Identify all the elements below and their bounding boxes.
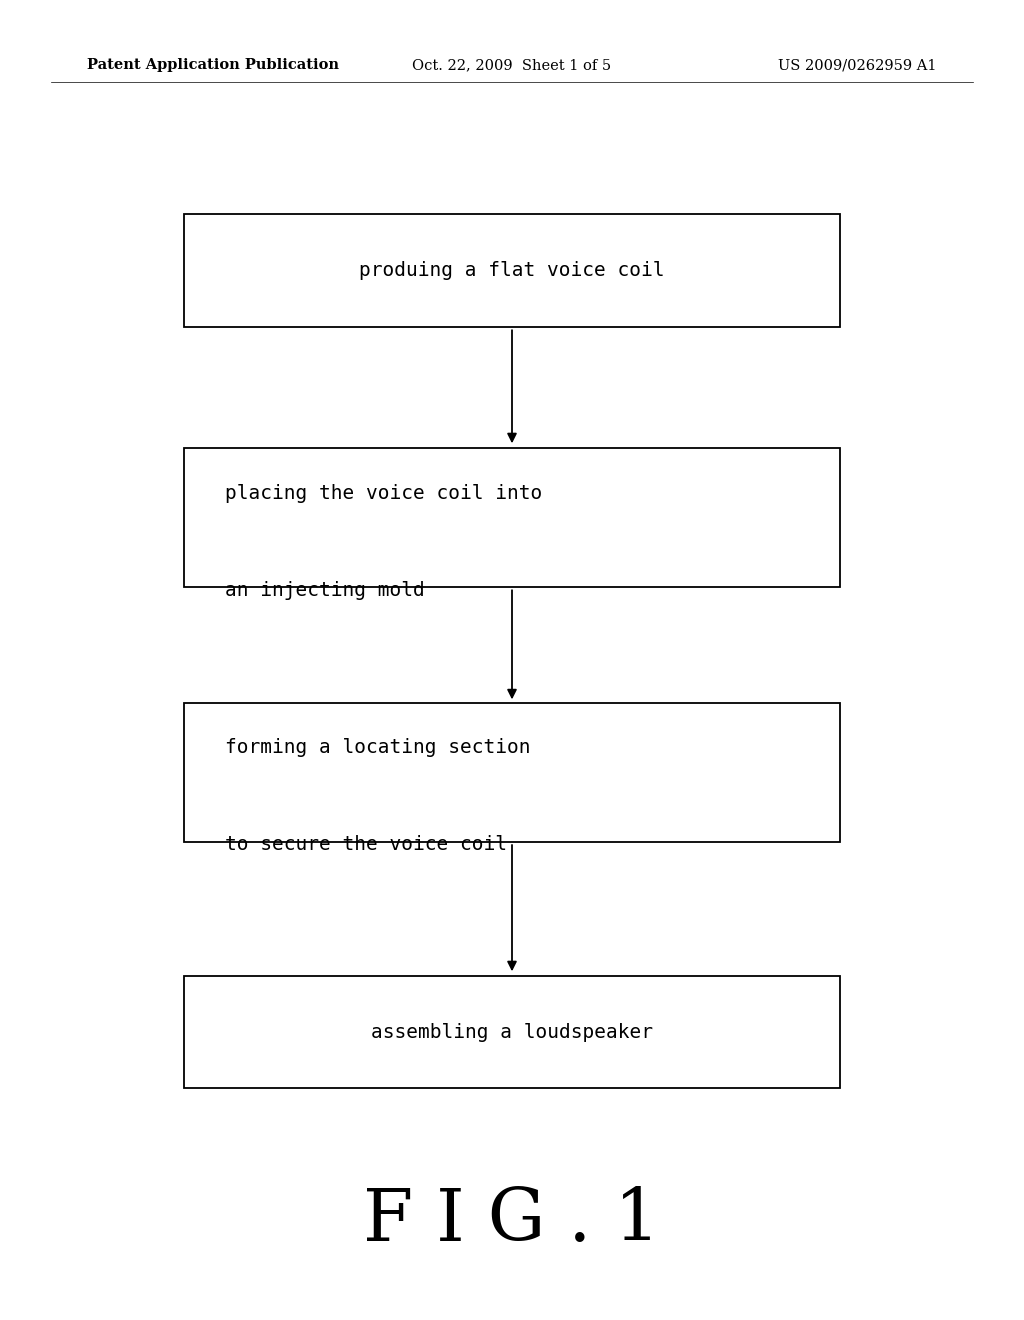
Bar [184,214,840,326]
Text: forming a locating section: forming a locating section [225,738,530,758]
Text: assembling a loudspeaker: assembling a loudspeaker [371,1023,653,1041]
Text: to secure the voice coil: to secure the voice coil [225,836,507,854]
Text: produing a flat voice coil: produing a flat voice coil [359,261,665,280]
Bar [184,977,840,1088]
Text: F I G . 1: F I G . 1 [364,1185,660,1257]
Text: placing the voice coil into: placing the voice coil into [225,483,543,503]
Text: Patent Application Publication: Patent Application Publication [87,58,339,73]
Text: US 2009/0262959 A1: US 2009/0262959 A1 [778,58,937,73]
Bar [184,449,840,586]
Text: an injecting mold: an injecting mold [225,581,425,599]
Text: Oct. 22, 2009  Sheet 1 of 5: Oct. 22, 2009 Sheet 1 of 5 [413,58,611,73]
Bar [184,704,840,842]
